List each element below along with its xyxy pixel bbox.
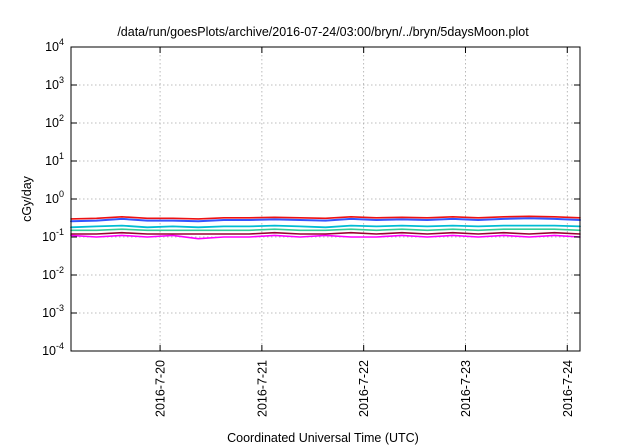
x-tick-label: 2016-7-23: [459, 360, 473, 417]
y-tick-label: 101: [45, 151, 64, 168]
y-tick-base: 10: [42, 268, 56, 282]
y-tick-exponent: 4: [59, 37, 64, 47]
y-tick-base: 10: [42, 230, 56, 244]
x-axis-label: Coordinated Universal Time (UTC): [227, 431, 419, 445]
y-tick-base: 10: [45, 116, 59, 130]
y-tick-base: 10: [42, 344, 56, 358]
y-tick-label: 104: [45, 37, 64, 54]
y-tick-base: 10: [45, 40, 59, 54]
x-tick-label: 2016-7-24: [561, 360, 575, 417]
y-tick-label: 10-3: [42, 303, 64, 320]
y-tick-exponent: 2: [59, 113, 64, 123]
y-tick-exponent: -2: [56, 265, 64, 275]
series-line-6: [70, 215, 581, 220]
grid: [71, 47, 580, 351]
x-tick-label: 2016-7-20: [154, 360, 168, 417]
x-tick-label: 2016-7-21: [255, 360, 269, 417]
y-tick-exponent: 3: [59, 75, 64, 85]
series-layer: [70, 215, 581, 240]
y-tick-base: 10: [45, 192, 59, 206]
y-tick-exponent: 0: [59, 189, 64, 199]
y-tick-exponent: -3: [56, 303, 64, 313]
y-tick-exponent: -1: [56, 227, 64, 237]
x-tick-label: 2016-7-22: [357, 360, 371, 417]
y-tick-base: 10: [45, 154, 59, 168]
y-tick-exponent: -4: [56, 341, 64, 351]
x-axis: 2016-7-20 2016-7-21 2016-7-22 2016-7-23 2016…: [154, 47, 575, 417]
y-tick-label: 10-2: [42, 265, 64, 282]
series-line-1: [70, 234, 581, 240]
series-line-3: [70, 228, 581, 232]
y-tick-base: 10: [45, 78, 59, 92]
y-tick-label: 100: [45, 189, 64, 206]
y-tick-label: 10-1: [42, 227, 64, 244]
y-tick-base: 10: [42, 306, 56, 320]
series-line-5: [70, 217, 581, 223]
y-tick-label: 103: [45, 75, 64, 92]
series-line-2: [70, 231, 581, 235]
y-axis-label: cGy/day: [20, 175, 34, 222]
y-tick-label: 10-4: [42, 341, 64, 358]
chart-title: /data/run/goesPlots/archive/2016-07-24/0…: [117, 25, 529, 39]
y-tick-label: 102: [45, 113, 64, 130]
series-line-4: [70, 224, 581, 229]
y-tick-exponent: 1: [59, 151, 64, 161]
